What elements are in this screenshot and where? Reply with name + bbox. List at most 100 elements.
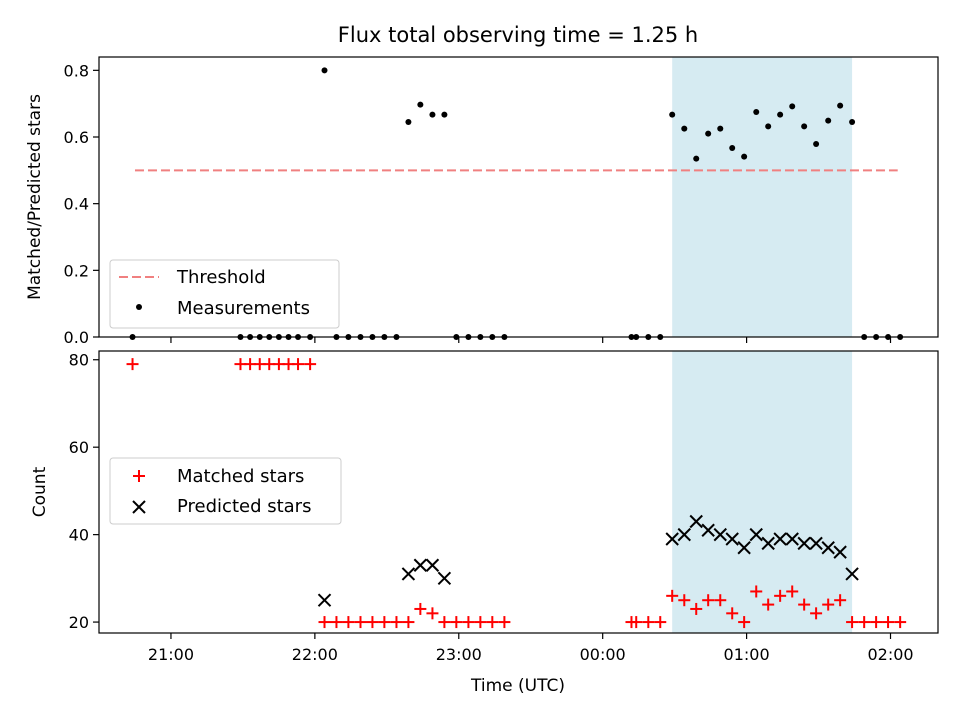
top-y-tick-label: 0.4 [64,195,89,214]
matched-star-point [690,602,703,615]
measurement-point [441,111,448,118]
bottom-x-tick-label: 00:00 [580,645,626,664]
measurement-point [765,123,772,130]
top-observing-window [672,57,853,337]
matched-star-point [462,616,475,629]
top-x-ticks [170,337,892,343]
predicted-star-point [761,536,775,551]
bottom-y-tick-label: 20 [69,613,89,632]
matched-star-point [438,616,451,629]
predicted-star-point [773,532,787,546]
predicted-star-point [749,527,763,542]
bottom-y-ticks: 20 40 60 80 [69,351,99,632]
measurement-point [777,111,784,118]
matched-star-point [678,594,691,607]
predicted-star-point [797,536,811,551]
predicted-star-point [425,558,440,572]
top-panel: 0.00.20.40.60.8 Matched/Predicted stars … [25,56,939,347]
matched-star-point [354,616,367,629]
matched-star-point [292,358,305,371]
measurement-point [837,102,844,109]
matched-star-point [810,607,823,620]
measurement-point [801,123,808,130]
matched-star-point [498,616,511,629]
measurement-point [813,141,820,147]
matched-star-point [774,589,787,602]
predicted-star-point [701,523,715,537]
matched-star-point [822,598,835,611]
matched-star-point [342,616,355,629]
predicted-star-point [785,532,799,546]
measurement-point [849,119,856,125]
bottom-legend-box [109,457,342,525]
measurement-point [753,109,760,115]
matched-star-point [390,616,403,629]
matched-star-point [330,616,343,629]
matched-star-point [858,616,871,629]
x-axis-label: Time (UTC) [470,676,565,696]
measurement-point [669,111,676,118]
measurement-point [417,101,424,108]
top-y-tick-label: 0.6 [64,128,89,147]
top-y-axis-label: Matched/Predicted stars [25,94,45,300]
matched-star-point [450,616,463,629]
top-y-tick-label: 0.2 [64,261,89,280]
measurement-point [741,153,748,160]
measurement-point [705,130,712,137]
legend-measurements-label: Measurements [177,298,310,319]
chart-title: Flux total observing time = 1.25 h [338,23,698,47]
matched-star-point [894,616,907,629]
predicted-star-point [413,558,428,572]
matched-star-point [762,598,775,611]
matched-star-point [750,585,763,598]
matched-star-point [318,616,331,629]
matched-star-point [714,594,727,607]
top-y-tick-label: 0.8 [64,61,89,80]
predicted-star-point [689,514,703,529]
matched-star-point [738,616,751,629]
bottom-x-tick-label: 02:00 [867,645,913,664]
measurement-point [717,125,724,132]
bottom-y-tick-label: 80 [69,351,89,370]
matched-star-point [426,607,439,620]
matched-star-point [654,616,667,629]
matched-star-point [474,616,487,629]
matched-star-point [414,602,427,615]
predicted-star-point [809,536,823,551]
predicted-star-point [437,571,452,586]
measurement-point [693,155,700,162]
bottom-points [126,358,907,629]
bottom-y-tick-label: 40 [69,526,89,545]
measurement-point [789,103,796,110]
predicted-star-point [665,532,679,546]
top-points [129,67,904,340]
matched-star-point [846,616,859,629]
bottom-legend: Matched stars Predicted stars [109,457,342,525]
measurement-point [681,125,688,132]
bottom-x-tick-label: 01:00 [724,645,770,664]
legend-matched-label: Matched stars [177,466,304,487]
bottom-observing-window [672,351,853,633]
measurement-point [321,67,328,74]
measurement-point [729,145,736,151]
top-legend: Threshold Measurements [109,259,340,329]
matched-star-point [834,594,847,607]
predicted-star-point [845,567,859,581]
bottom-x-tick-label: 21:00 [148,645,194,664]
bottom-x-tick-label: 22:00 [292,645,338,664]
matched-star-point [630,616,643,629]
matched-star-point [726,607,739,620]
predicted-star-point [833,545,847,559]
legend-measurements-swatch [136,304,142,310]
predicted-star-point [317,593,332,607]
matched-star-point [870,616,883,629]
matched-star-point [304,358,317,371]
top-y-ticks: 0.0 0.2 0.4 0.6 0.8 [64,61,99,347]
matched-star-point [666,589,679,602]
matched-star-point [642,616,655,629]
matched-star-point [882,616,895,629]
top-axes-frame [98,56,939,338]
bottom-x-ticks: 21:00 22:00 23:00 00:00 01:00 02:00 [148,633,914,664]
